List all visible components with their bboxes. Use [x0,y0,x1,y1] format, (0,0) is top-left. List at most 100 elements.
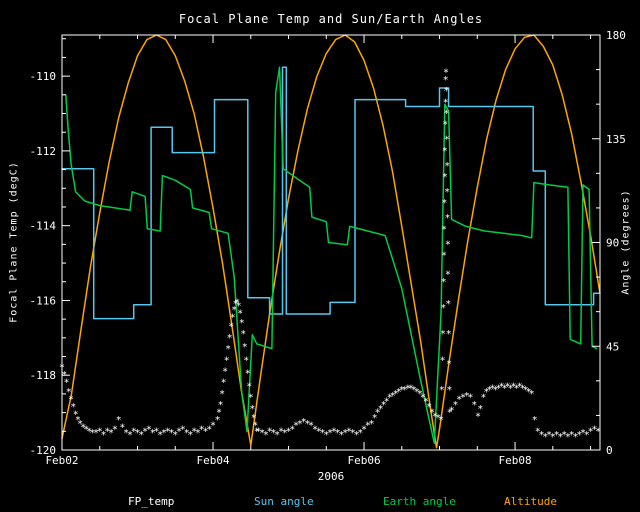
svg-text:Feb06: Feb06 [347,454,380,467]
svg-text:*: * [274,430,280,441]
svg-text:*: * [323,430,329,441]
svg-text:*: * [89,428,95,439]
svg-text:*: * [184,428,190,439]
svg-text:*: * [293,421,299,432]
svg-text:*: * [146,424,152,435]
svg-text:*: * [104,426,110,437]
svg-text:*: * [215,415,221,426]
svg-text:*: * [381,400,387,411]
svg-text:*: * [346,426,352,437]
svg-text:*: * [97,426,103,437]
svg-text:*: * [532,415,538,426]
svg-text:*: * [445,299,451,310]
svg-text:*: * [408,383,414,394]
svg-text:*: * [228,322,234,333]
svg-text:*: * [561,430,567,441]
svg-text:*: * [168,428,174,439]
svg-text:*: * [444,135,450,146]
svg-text:*: * [432,411,438,422]
svg-text:*: * [297,419,303,430]
svg-text:*: * [438,415,444,426]
svg-text:*: * [206,424,212,435]
svg-text:*: * [442,120,448,131]
svg-text:*: * [237,309,243,320]
svg-text:*: * [504,381,510,392]
svg-text:*: * [245,368,251,379]
svg-text:*: * [396,387,402,398]
svg-text:*: * [375,408,381,419]
svg-text:*: * [70,402,76,413]
svg-text:*: * [446,385,452,396]
svg-text:*: * [243,355,249,366]
svg-text:*: * [443,75,449,86]
svg-text:*: * [387,393,393,404]
svg-text:*: * [131,426,137,437]
svg-text:*: * [234,297,240,308]
svg-text:*: * [278,426,284,437]
svg-text:*: * [591,424,597,435]
svg-text:*: * [429,408,435,419]
svg-text:*: * [440,329,446,340]
svg-text:*: * [378,404,384,415]
svg-text:*: * [441,198,447,209]
svg-text:*: * [456,395,462,406]
svg-text:*: * [316,426,322,437]
svg-text:*: * [542,432,548,443]
svg-text:*: * [492,385,498,396]
svg-text:*: * [66,387,72,398]
svg-text:*: * [443,109,449,120]
legend-item-altitude: Altitude [504,495,557,508]
legend-item-sun-angle: Sun angle [254,495,314,508]
svg-text:*: * [357,428,363,439]
svg-text:*: * [446,359,452,370]
svg-text:*: * [216,408,222,419]
svg-text:*: * [83,424,89,435]
svg-text:*: * [252,421,258,432]
svg-text:*: * [142,426,148,437]
svg-text:*: * [219,389,225,400]
svg-text:*: * [249,404,255,415]
svg-text:*: * [231,305,237,316]
svg-text:*: * [227,333,233,344]
svg-text:*: * [526,387,532,398]
svg-text:*: * [520,383,526,394]
svg-text:90: 90 [606,237,619,250]
svg-text:*: * [435,413,441,424]
svg-text:*: * [365,421,371,432]
svg-text:*: * [426,402,432,413]
svg-text:*: * [501,383,507,394]
svg-text:*: * [199,424,205,435]
svg-text:*: * [165,426,171,437]
svg-text:*: * [447,408,453,419]
svg-text:*: * [289,424,295,435]
svg-text:*: * [369,419,375,430]
svg-text:*: * [489,383,495,394]
svg-text:*: * [444,213,450,224]
svg-text:*: * [335,428,341,439]
svg-text:*: * [595,426,601,437]
svg-text:*: * [452,400,458,411]
svg-text:*: * [420,393,426,404]
svg-text:*: * [157,430,163,441]
svg-text:*: * [390,391,396,402]
svg-text:*: * [68,395,74,406]
svg-text:*: * [202,426,208,437]
svg-text:*: * [444,161,450,172]
svg-text:*: * [467,393,473,404]
svg-text:*: * [75,415,81,426]
svg-text:*: * [441,277,447,288]
svg-text:*: * [286,426,292,437]
svg-text:*: * [572,432,578,443]
svg-text:*: * [442,146,448,157]
svg-text:*: * [554,430,560,441]
svg-text:*: * [443,97,449,108]
svg-text:*: * [460,393,466,404]
svg-text:*: * [77,419,83,430]
svg-text:*: * [495,383,501,394]
svg-text:*: * [331,426,337,437]
svg-text:*: * [471,400,477,411]
svg-text:*: * [301,417,307,428]
svg-text:*: * [480,393,486,404]
